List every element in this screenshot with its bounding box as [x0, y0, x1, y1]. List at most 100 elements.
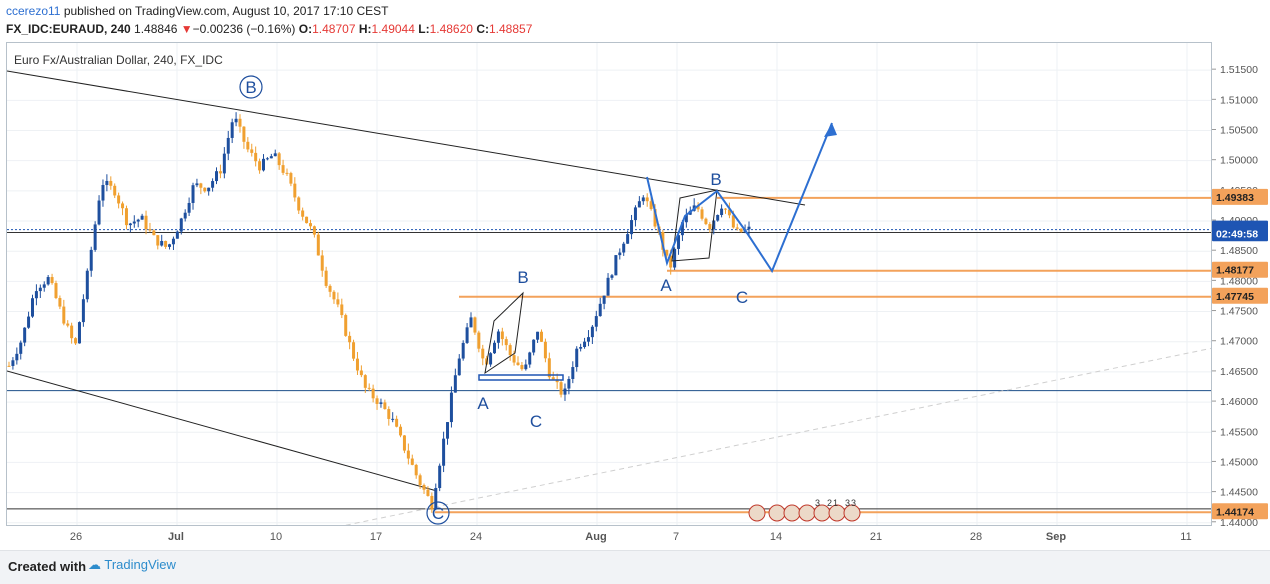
candle-body [132, 221, 136, 224]
candle-body [371, 388, 375, 399]
candle-body [700, 209, 704, 219]
candle-body [352, 342, 356, 359]
candle-body [727, 209, 731, 216]
candle-body [199, 183, 203, 188]
candle-body [606, 277, 610, 296]
candle-body [42, 284, 46, 288]
candle-body [305, 216, 309, 224]
candle-body [168, 244, 172, 247]
candle-body [641, 197, 645, 202]
price-axis[interactable]: 1.515001.510001.505001.500001.495001.490… [1212, 42, 1270, 526]
trendline-dashed [344, 347, 1211, 525]
candle-body [191, 185, 195, 203]
candle-body [101, 185, 105, 201]
price-tick-label: 1.50000 [1220, 155, 1258, 167]
candle-body [109, 180, 113, 186]
time-tick-label: 10 [270, 531, 282, 543]
candle-body [575, 348, 579, 368]
publish-line: ccerezo11 published on TradingView.com, … [6, 4, 389, 18]
wave-labels: B C A B C A B C [239, 75, 748, 525]
candle-body [704, 218, 708, 225]
chart-title: Euro Fx/Australian Dollar, 240, FX_IDC [14, 53, 223, 67]
candle-body [402, 435, 406, 451]
candle-body [348, 335, 352, 343]
candle-body [336, 299, 340, 305]
candle-body [195, 183, 199, 186]
price-tick-label: 1.50500 [1220, 125, 1258, 137]
price-tick-label: 1.51000 [1220, 94, 1258, 106]
candle-body [473, 317, 477, 333]
candle-body [379, 402, 383, 404]
candle-body [504, 339, 508, 346]
price-tick-label: 1.47500 [1220, 306, 1258, 318]
candle-body [563, 388, 567, 395]
candle-body [242, 126, 246, 142]
candle-body [269, 156, 273, 159]
time-tick-label: Aug [585, 531, 606, 543]
candle-body [536, 331, 540, 340]
event-flag-icon [768, 504, 786, 522]
candle-body [234, 118, 238, 123]
candle-body [273, 153, 277, 157]
price-label-box [1212, 261, 1268, 278]
candle-body [438, 465, 442, 489]
time-tick-label: 24 [470, 531, 482, 543]
wave-label: A [660, 276, 672, 295]
author-link[interactable]: ccerezo11 [6, 4, 61, 18]
candle-body [301, 210, 305, 217]
wave-label-circle [239, 75, 263, 99]
candle-body [15, 353, 19, 361]
flag-pattern [484, 291, 524, 375]
candle-body [708, 224, 712, 230]
flag-pattern-2 [671, 189, 718, 262]
time-tick-label: Sep [1046, 531, 1066, 543]
tradingview-logo[interactable]: ☁ TradingView [88, 557, 176, 572]
time-tick-label: 11 [1180, 531, 1191, 543]
wave-label: B [517, 268, 528, 287]
price-label-box [1212, 188, 1268, 205]
candle-body [207, 187, 211, 192]
change-arrow-icon: ▼ [180, 22, 193, 36]
candle-body [453, 375, 457, 393]
time-tick-label: 21 [870, 531, 882, 543]
time-axis[interactable]: 26 Jul 10 17 24 Aug 7 14 21 28 Sep 11 [6, 526, 1212, 546]
wave-label: C [736, 288, 748, 307]
event-count: 3 [851, 498, 856, 508]
low-value: 1.48620 [429, 22, 473, 36]
candle-body [418, 475, 422, 486]
candle-body [543, 341, 547, 359]
candle-body [254, 152, 258, 162]
ohlc-line: FX_IDC:EURAUD, 240 1.48846 ▼−0.00236 (−0… [6, 22, 532, 36]
candle-body [11, 360, 15, 366]
last-price: 1.48846 [134, 22, 178, 36]
candle-body [293, 183, 297, 198]
candle-body [395, 418, 399, 427]
candle-body [645, 197, 649, 202]
annotation-lines [7, 70, 1211, 525]
candle-body [724, 208, 728, 210]
wave-label: B [245, 78, 256, 97]
candle-body [355, 358, 359, 371]
candle-body [579, 347, 583, 349]
candle-body [442, 438, 446, 466]
candle-body [308, 223, 312, 227]
candle-body [85, 270, 89, 300]
candle-body [97, 200, 101, 225]
trendline-lower [7, 370, 438, 492]
event-count: 2 [827, 498, 832, 508]
candle-body [363, 375, 367, 388]
candle-body [583, 341, 587, 348]
candle-body [328, 285, 332, 292]
wave-label: C [530, 412, 542, 431]
candle-body [211, 181, 215, 188]
candle-body [626, 234, 630, 244]
candle-body [387, 409, 391, 419]
pattern-drawings [478, 122, 837, 381]
price-label-box [1212, 503, 1268, 520]
candle-body [316, 234, 320, 256]
candle-body [179, 218, 183, 232]
candle-body [383, 402, 387, 410]
price-tick-label: 1.46000 [1220, 396, 1258, 408]
